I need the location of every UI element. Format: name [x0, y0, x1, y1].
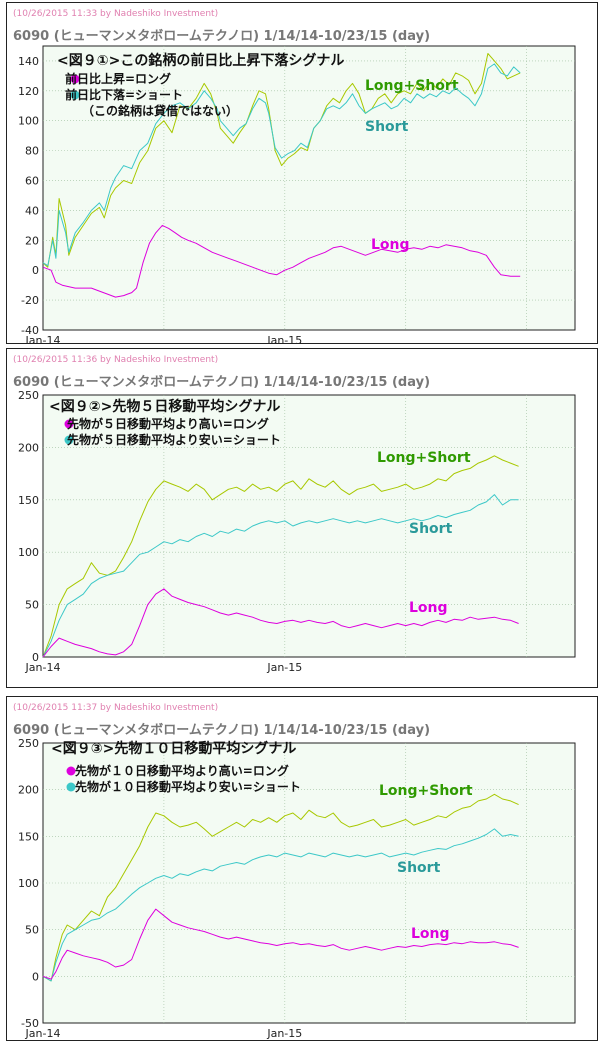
chart-subtitle: <図９③>先物１０日移動平均シグナル [51, 740, 296, 757]
y-tick-label: 250 [18, 737, 39, 750]
y-tick-label: 40 [25, 204, 39, 217]
series-label: Short [365, 119, 409, 135]
y-tick-label: 0 [32, 264, 39, 277]
y-tick-label: 80 [25, 145, 39, 158]
timestamp-stamp: (10/26/2015 11:33 by Nadeshiko Investmen… [13, 9, 219, 19]
y-tick-label: 120 [18, 85, 39, 98]
series-label: Short [409, 521, 453, 537]
series-line [42, 455, 519, 658]
plot-area [42, 45, 576, 331]
y-tick-label: 60 [25, 175, 39, 188]
x-tick-label: Jan-14 [25, 334, 61, 343]
legend-marker [64, 435, 74, 445]
y-tick-label: 250 [18, 389, 39, 402]
y-tick-label: 100 [18, 877, 39, 890]
x-tick-label: Jan-15 [266, 334, 302, 343]
y-tick-label: -20 [21, 294, 39, 307]
series-label: Long [411, 926, 450, 942]
legend-entry: 先物が５日移動平均より安い=ショート [67, 432, 281, 447]
series-line [42, 588, 519, 658]
legend-entry: （この銘柄は貸借ではない） [82, 103, 238, 118]
series-line [42, 908, 519, 980]
series-line [42, 53, 521, 268]
x-tick-label: Jan-14 [25, 661, 61, 674]
y-tick-label: 150 [18, 494, 39, 507]
y-tick-label: 100 [18, 115, 39, 128]
series-label: Long [409, 600, 448, 616]
chart-svg: -50 0 50 100 150 200 250 Jan-14 Jan-15 Long+Short… [18, 737, 576, 1040]
y-tick-label: 0 [32, 970, 39, 983]
y-tick-label: 150 [18, 830, 39, 843]
plot-area [42, 742, 576, 1024]
timestamp-stamp: (10/26/2015 11:37 by Nadeshiko Investmen… [13, 703, 219, 713]
legend-marker [70, 74, 80, 84]
series-label: Long+Short [379, 783, 473, 799]
series-line [42, 494, 519, 658]
series-label: Short [397, 860, 441, 876]
series-line [42, 828, 519, 982]
y-tick-label: -40 [21, 324, 39, 337]
plot-area [42, 394, 576, 658]
series-label: Long+Short [365, 78, 459, 94]
legend-entry: 先物が５日移動平均より高い=ロング [67, 416, 269, 431]
series-line [42, 224, 521, 298]
y-tick-label: -50 [21, 1017, 39, 1030]
legend-entry: 前日比下落=ショート [65, 87, 183, 102]
chart-subtitle: <図９②>先物５日移動平均シグナル [49, 398, 280, 415]
y-tick-label: 0 [32, 651, 39, 664]
legend-entry: 先物が１０日移動平均より高い=ロング [75, 763, 289, 778]
y-tick-label: 140 [18, 55, 39, 68]
x-tick-label: Jan-15 [266, 661, 302, 674]
chart-svg: -40 -20 0 20 40 60 80 100 120 140 Jan-14 Jan-15 Long… [18, 45, 576, 343]
x-tick-label: Jan-14 [25, 1027, 61, 1040]
y-tick-label: 50 [25, 599, 39, 612]
y-tick-label: 200 [18, 441, 39, 454]
chart-svg: 0 50 100 150 200 250 Jan-14 Jan-15 Long+Short Sho… [18, 389, 576, 674]
series-label: Long [371, 237, 410, 253]
chart-panel-3: (10/26/2015 11:37 by Nadeshiko Investmen… [6, 696, 598, 1041]
y-tick-label: 200 [18, 784, 39, 797]
legend-marker [66, 782, 76, 792]
legend-marker [66, 766, 76, 776]
legend-marker [70, 90, 80, 100]
series-line [42, 793, 519, 982]
legend-marker [64, 419, 74, 429]
timestamp-stamp: (10/26/2015 11:36 by Nadeshiko Investmen… [13, 355, 219, 365]
series-line [42, 63, 521, 267]
chart-title: 6090 (ヒューマンメタボロームテクノロ) 1/14/14-10/23/15 … [13, 375, 431, 390]
legend-entry: 先物が１０日移動平均より安い=ショート [75, 779, 301, 794]
chart-panel-1: (10/26/2015 11:33 by Nadeshiko Investmen… [6, 2, 598, 344]
legend-entry: 前日比上昇=ロング [65, 71, 171, 86]
y-tick-label: 20 [25, 234, 39, 247]
chart-subtitle: <図９①>この銘柄の前日比上昇下落シグナル [57, 52, 344, 69]
y-tick-label: 50 [25, 924, 39, 937]
series-label: Long+Short [377, 450, 471, 466]
chart-title: 6090 (ヒューマンメタボロームテクノロ) 1/14/14-10/23/15 … [13, 723, 431, 738]
y-tick-label: 100 [18, 546, 39, 559]
chart-panel-2: (10/26/2015 11:36 by Nadeshiko Investmen… [6, 348, 598, 688]
x-tick-label: Jan-15 [266, 1027, 302, 1040]
chart-title: 6090 (ヒューマンメタボロームテクノロ) 1/14/14-10/23/15 … [13, 29, 431, 44]
